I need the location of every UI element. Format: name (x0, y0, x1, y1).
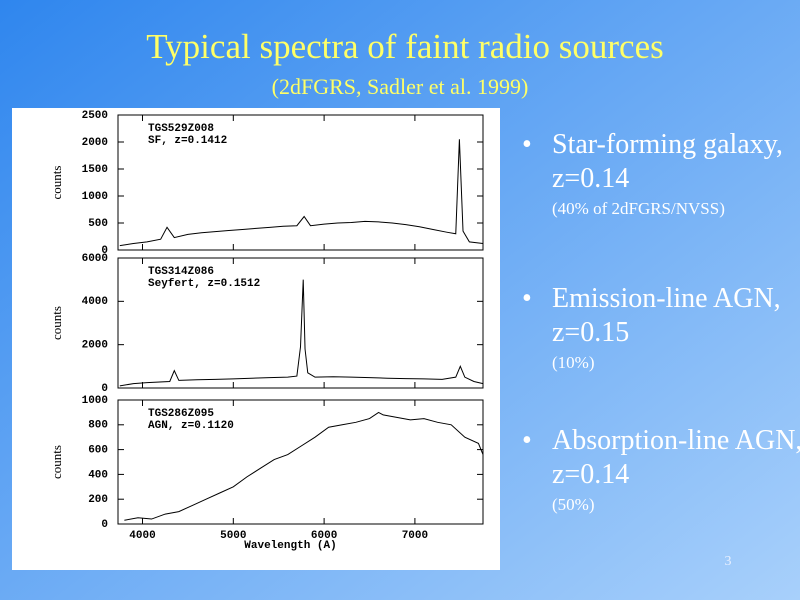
x-tick-label: 5000 (220, 530, 246, 542)
spectrum-line (119, 139, 484, 247)
y-tick-label: 1000 (82, 191, 108, 203)
spectrum-line (124, 411, 484, 521)
object-id: TGS286Z095 (148, 408, 214, 420)
title: Typical spectra of faint radio sources (146, 27, 663, 66)
plot-frame (117, 114, 484, 251)
y-tick-label: 2000 (82, 340, 108, 352)
bullet-text: Emission-line AGN, z=0.15 (552, 283, 781, 348)
y-tick-label: 6000 (82, 253, 108, 265)
object-label: Seyfert, z=0.1512 (148, 278, 260, 290)
y-axis-label: counts (49, 445, 64, 479)
object-id: TGS314Z086 (148, 266, 214, 278)
y-tick-label: 1500 (82, 164, 108, 176)
bullet-note: (50%) (552, 495, 595, 514)
y-tick-label: 2000 (82, 137, 108, 149)
y-tick-label: 0 (101, 383, 108, 395)
object-label: AGN, z=0.1120 (148, 420, 234, 432)
bullet: • Absorption-line AGN, z=0.14 (50%) (522, 424, 800, 518)
y-tick-label: 400 (88, 469, 108, 481)
bullet-note: (40% of 2dFGRS/NVSS) (552, 199, 725, 218)
y-tick-label: 500 (88, 218, 108, 230)
subtitle: (2dFGRS, Sadler et al. 1999) (272, 74, 529, 99)
bullet-text: Absorption-line AGN, z=0.14 (552, 425, 800, 490)
page-number: 3 (725, 554, 732, 569)
bullet: • Emission-line AGN, z=0.15 (10%) (522, 282, 800, 376)
y-tick-label: 1000 (82, 395, 108, 407)
plot-frame (117, 257, 484, 389)
y-tick-label: 2500 (82, 110, 108, 122)
x-tick-label: 4000 (129, 530, 155, 542)
object-label: SF, z=0.1412 (148, 135, 227, 147)
object-id: TGS529Z008 (148, 123, 214, 135)
x-tick-label: 6000 (311, 530, 337, 542)
y-tick-label: 4000 (82, 296, 108, 308)
y-tick-label: 800 (88, 420, 108, 432)
y-tick-label: 0 (101, 519, 108, 531)
plot-frame (117, 399, 484, 525)
y-tick-label: 600 (88, 445, 108, 457)
bullet: • Star-forming galaxy, z=0.14 (40% of 2dFG… (522, 128, 800, 222)
figure-frame (12, 108, 500, 570)
y-axis-label: counts (49, 306, 64, 340)
y-tick-label: 0 (101, 245, 108, 257)
y-axis-label: counts (49, 166, 64, 200)
x-tick-label: 7000 (402, 530, 428, 542)
bullet-note: (10%) (552, 353, 595, 372)
spectrum-line (119, 279, 484, 387)
x-axis-label: Wavelength (A) (244, 540, 336, 552)
y-tick-label: 200 (88, 494, 108, 506)
bullet-text: Star-forming galaxy, z=0.14 (552, 129, 783, 194)
